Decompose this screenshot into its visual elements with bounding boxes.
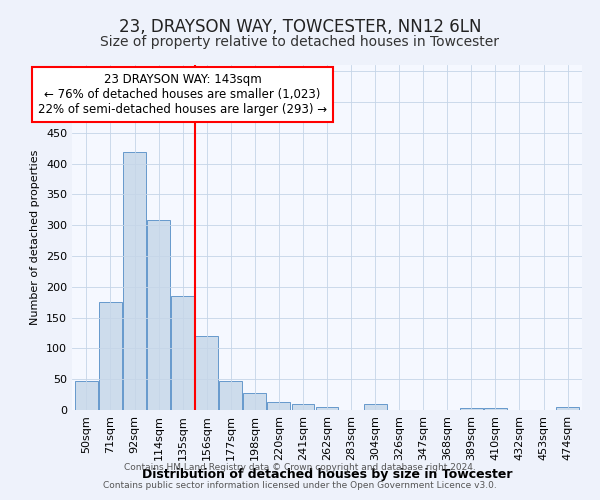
Bar	[171, 296, 194, 410]
X-axis label: Distribution of detached houses by size in Towcester: Distribution of detached houses by size …	[142, 468, 512, 481]
Bar	[364, 404, 386, 410]
Bar	[220, 381, 242, 410]
Text: Contains HM Land Registry data © Crown copyright and database right 2024.: Contains HM Land Registry data © Crown c…	[124, 464, 476, 472]
Bar	[292, 404, 314, 410]
Bar	[460, 408, 483, 410]
Bar	[268, 402, 290, 410]
Bar	[99, 302, 122, 410]
Text: 23, DRAYSON WAY, TOWCESTER, NN12 6LN: 23, DRAYSON WAY, TOWCESTER, NN12 6LN	[119, 18, 481, 36]
Bar	[147, 220, 170, 410]
Text: 23 DRAYSON WAY: 143sqm
← 76% of detached houses are smaller (1,023)
22% of semi-: 23 DRAYSON WAY: 143sqm ← 76% of detached…	[38, 73, 327, 116]
Bar	[195, 336, 218, 410]
Y-axis label: Number of detached properties: Number of detached properties	[31, 150, 40, 325]
Text: Contains public sector information licensed under the Open Government Licence v3: Contains public sector information licen…	[103, 481, 497, 490]
Bar	[484, 408, 507, 410]
Bar	[123, 152, 146, 410]
Bar	[75, 381, 98, 410]
Bar	[556, 407, 579, 410]
Text: Size of property relative to detached houses in Towcester: Size of property relative to detached ho…	[101, 35, 499, 49]
Bar	[316, 407, 338, 410]
Bar	[244, 394, 266, 410]
